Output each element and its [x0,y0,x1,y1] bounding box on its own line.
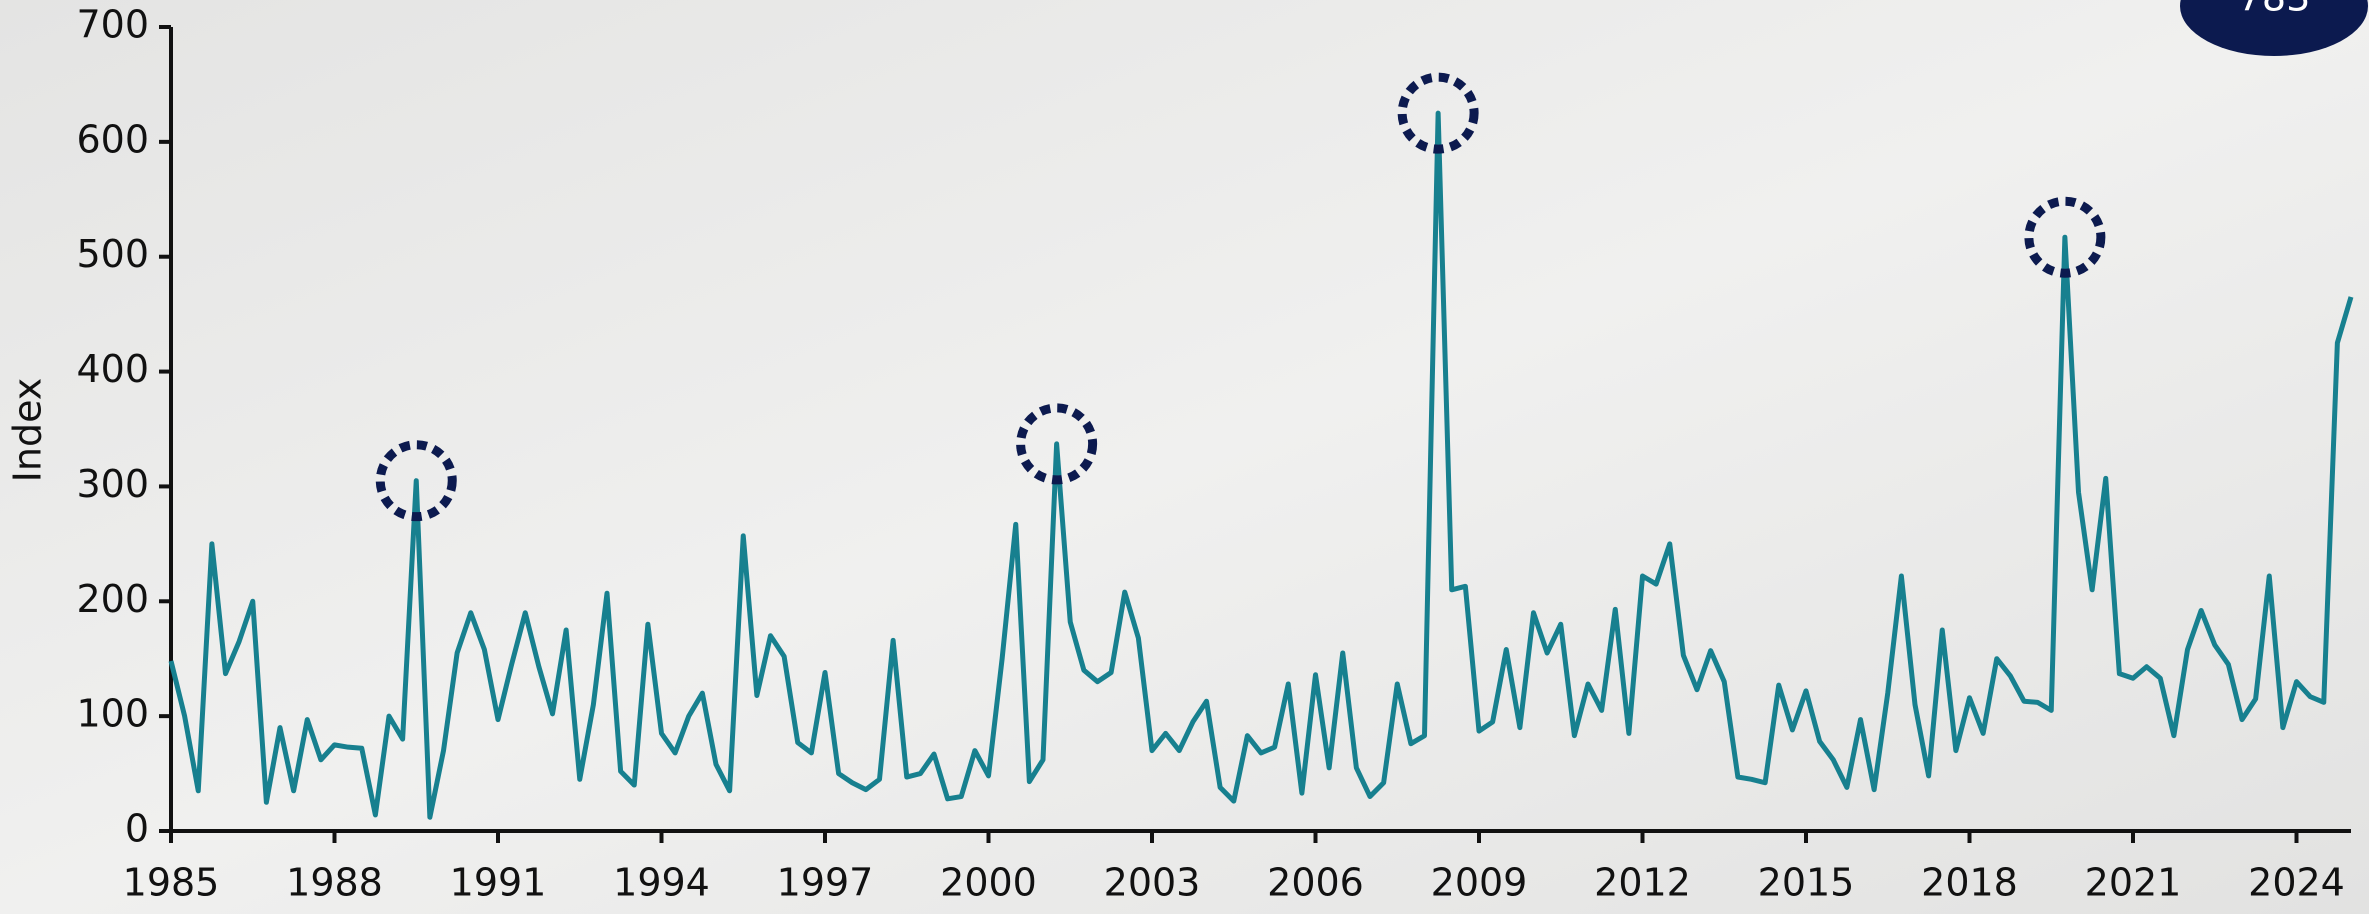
peak-highlight [1397,72,1479,154]
y-tick-label: 500 [76,232,149,276]
x-tick-label: 2024 [2248,861,2345,905]
x-tick-label: 2000 [940,861,1037,905]
badge [2180,0,2368,56]
peak-highlight [1016,403,1098,485]
series-line [168,110,2354,820]
x-tick-label: 2012 [1594,861,1691,905]
y-tick-label: 700 [76,3,149,47]
x-tick-label: 2015 [1758,861,1855,905]
x-tick-label: 2003 [1104,861,1201,905]
y-tick-label: 0 [125,807,149,851]
y-tick-label: 600 [76,117,149,161]
y-tick-label: 400 [76,347,149,391]
y-axis-label: Index [6,378,50,483]
x-tick-label: 1997 [777,861,874,905]
x-tick-label: 2021 [2085,861,2182,905]
peak-highlight [2024,196,2106,278]
x-tick-label: 1985 [123,861,220,905]
x-tick-label: 1991 [450,861,547,905]
x-tick-label: 1988 [286,861,383,905]
badge-text: 783 [2238,0,2311,20]
x-tick-label: 1994 [613,861,710,905]
y-tick-label: 300 [76,462,149,506]
y-tick-label: 100 [76,692,149,736]
peak-highlight [375,440,457,522]
x-tick-label: 2018 [1921,861,2018,905]
x-tick-label: 2009 [1431,861,1528,905]
y-tick-label: 200 [76,577,149,621]
x-tick-label: 2006 [1267,861,1364,905]
